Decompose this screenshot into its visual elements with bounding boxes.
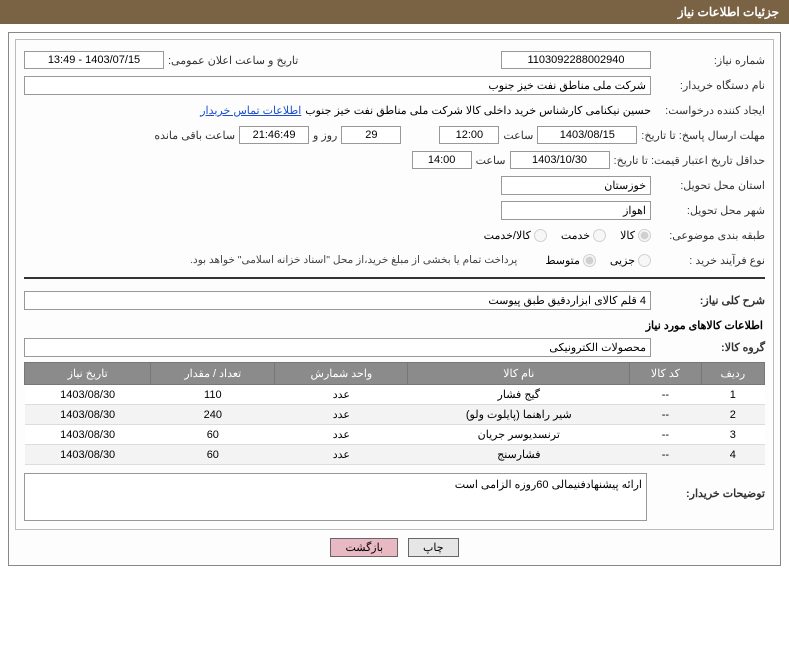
label-requester: ایجاد کننده درخواست: (655, 104, 765, 117)
field-buyer-notes (24, 473, 647, 521)
field-buyer-org: شرکت ملی مناطق نفت خیز جنوب (24, 76, 651, 95)
label-province: استان محل تحویل: (655, 179, 765, 192)
table-row: 4--فشارسنجعدد601403/08/30 (25, 445, 765, 465)
label-deadline: مهلت ارسال پاسخ: تا تاریخ: (641, 129, 765, 142)
table-header: واحد شمارش (275, 363, 408, 385)
radio-option[interactable]: کالا (620, 229, 651, 242)
field-deadline-date: 1403/08/15 (537, 126, 637, 144)
label-overall-desc: شرح کلی نیاز: (655, 294, 765, 307)
label-purchase-type: نوع فرآیند خرید : (655, 254, 765, 267)
label-time-2: ساعت (476, 154, 506, 167)
field-city: اهواز (501, 201, 651, 220)
payment-note: پرداخت تمام یا بخشی از مبلغ خرید،از محل … (190, 254, 517, 266)
back-button[interactable]: بازگشت (330, 538, 398, 557)
field-remaining-days: 29 (341, 126, 401, 144)
label-buyer-org: نام دستگاه خریدار: (655, 79, 765, 92)
table-row: 2--شیر راهنما (پایلوت ولو)عدد2401403/08/… (25, 405, 765, 425)
field-goods-group: محصولات الکترونیکی (24, 338, 651, 357)
field-overall-desc: 4 قلم کالای ابزاردقیق طبق پیوست (24, 291, 651, 310)
label-buyer-notes: توضیحات خریدار: (655, 473, 765, 500)
radio-option[interactable]: جزیی (610, 254, 651, 267)
label-need-number: شماره نیاز: (655, 54, 765, 67)
table-header: نام کالا (408, 363, 630, 385)
label-announce-date: تاریخ و ساعت اعلان عمومی: (168, 54, 298, 67)
contact-link[interactable]: اطلاعات تماس خریدار (200, 104, 301, 117)
radio-group-purchase: جزیی متوسط (545, 254, 651, 267)
table-header: تاریخ نیاز (25, 363, 151, 385)
table-header: تعداد / مقدار (151, 363, 275, 385)
page-header: جزئیات اطلاعات نیاز (0, 0, 789, 24)
radio-group-topic: کالا خدمت کالا/خدمت (484, 229, 651, 242)
items-table: ردیفکد کالانام کالاواحد شمارشتعداد / مقد… (24, 362, 765, 465)
label-remaining: ساعت باقی مانده (154, 129, 235, 142)
table-row: 1--گیج فشارعدد1101403/08/30 (25, 385, 765, 405)
label-days-and: روز و (313, 129, 337, 142)
table-header: کد کالا (630, 363, 701, 385)
label-validity: حداقل تاریخ اعتبار قیمت: تا تاریخ: (614, 154, 765, 167)
radio-option[interactable]: کالا/خدمت (484, 229, 547, 242)
field-validity-time: 14:00 (412, 151, 472, 169)
field-need-number: 1103092288002940 (501, 51, 651, 69)
table-header: ردیف (701, 363, 764, 385)
label-goods-group: گروه کالا: (655, 341, 765, 354)
field-deadline-time: 12:00 (439, 126, 499, 144)
field-requester: حسین نیکنامی کارشناس خرید داخلی کالا شرک… (305, 104, 651, 117)
label-time-1: ساعت (503, 129, 533, 142)
outer-frame: شماره نیاز: 1103092288002940 تاریخ و ساع… (8, 32, 781, 566)
items-title: اطلاعات کالاهای مورد نیاز (26, 319, 763, 332)
label-topic: طبقه بندی موضوعی: (655, 229, 765, 242)
divider (24, 277, 765, 279)
table-row: 3--ترنسدیوسر جریانعدد601403/08/30 (25, 425, 765, 445)
print-button[interactable]: چاپ (408, 538, 459, 557)
radio-option[interactable]: خدمت (561, 229, 606, 242)
inner-frame: شماره نیاز: 1103092288002940 تاریخ و ساع… (15, 39, 774, 530)
radio-option[interactable]: متوسط (545, 254, 596, 267)
field-province: خوزستان (501, 176, 651, 195)
field-validity-date: 1403/10/30 (510, 151, 610, 169)
field-announce-date: 1403/07/15 - 13:49 (24, 51, 164, 69)
field-remaining-time: 21:46:49 (239, 126, 309, 144)
label-city: شهر محل تحویل: (655, 204, 765, 217)
